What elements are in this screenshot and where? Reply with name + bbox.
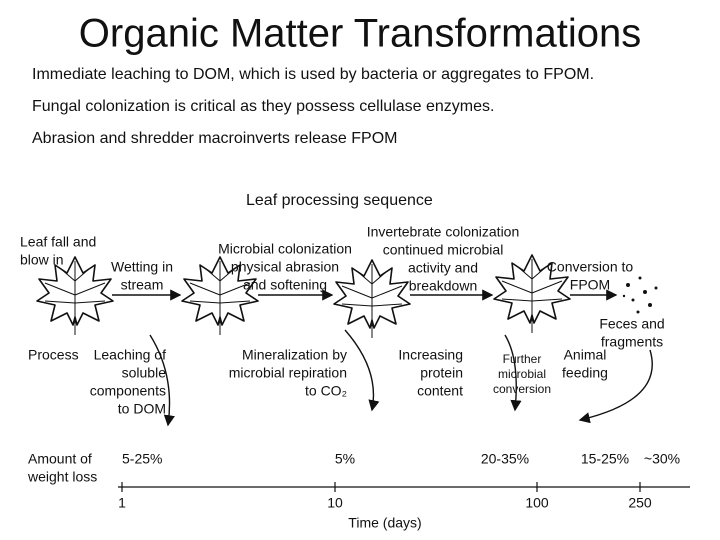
stage-label: Microbial colonization xyxy=(218,241,352,257)
fpom-particles xyxy=(622,276,658,314)
bullet-text: Abrasion and shredder macroinverts relea… xyxy=(32,130,398,147)
loss-value: ~30% xyxy=(644,451,680,467)
stage-label: and softening xyxy=(243,277,327,293)
process-text: to CO₂ xyxy=(305,383,347,399)
stage-label: Conversion to xyxy=(547,259,634,275)
process-text: microbial xyxy=(498,367,546,381)
stage-label: FPOM xyxy=(570,277,610,293)
stage-label: Feces and xyxy=(599,316,664,332)
axis-label: Time (days) xyxy=(348,515,421,531)
stage-label: activity and xyxy=(408,260,478,276)
tick-label: 10 xyxy=(327,495,343,511)
stage-label: physical abrasion xyxy=(231,259,339,275)
process-text: Leaching of xyxy=(94,347,167,363)
process-text: microbial repiration xyxy=(229,365,347,381)
leaf-icon xyxy=(36,256,114,336)
process-arrows xyxy=(149,329,653,427)
slide-title: Organic Matter Transformations xyxy=(79,12,641,56)
process-text: feeding xyxy=(562,365,608,381)
process-text: Animal xyxy=(564,347,607,363)
process-text: soluble xyxy=(122,365,167,381)
process-text: protein xyxy=(420,365,463,381)
process-text: Further xyxy=(503,352,542,366)
process-text: Mineralization by xyxy=(242,347,347,363)
leaf-icon xyxy=(333,259,411,339)
loss-label: weight loss xyxy=(27,469,97,485)
stage-label: Invertebrate colonization xyxy=(367,224,520,240)
loss-value: 5% xyxy=(335,451,355,467)
loss-value: 20-35% xyxy=(481,451,529,467)
process-text: content xyxy=(417,383,463,399)
stage-label: fragments xyxy=(601,334,663,350)
process-text: Increasing xyxy=(398,347,463,363)
stage-label: Leaf fall and xyxy=(20,234,96,250)
process-label: Process xyxy=(28,347,79,363)
bullet-text: Immediate leaching to DOM, which is used… xyxy=(32,66,594,83)
stage-label: stream xyxy=(121,277,164,293)
diagram-title: Leaf processing sequence xyxy=(246,192,433,209)
bullet-text: Fungal colonization is critical as they … xyxy=(32,98,494,115)
timeline xyxy=(118,482,690,492)
process-text: components xyxy=(90,383,166,399)
stage-label: breakdown xyxy=(409,278,478,294)
process-text: conversion xyxy=(493,382,551,396)
tick-label: 1 xyxy=(118,495,126,511)
loss-value: 5-25% xyxy=(122,451,162,467)
loss-value: 15-25% xyxy=(581,451,629,467)
process-text: to DOM xyxy=(118,401,166,417)
stage-label: continued microbial xyxy=(383,242,504,258)
stage-label: Wetting in xyxy=(111,259,173,275)
loss-label: Amount of xyxy=(28,451,92,467)
tick-label: 250 xyxy=(628,495,652,511)
tick-label: 100 xyxy=(525,495,549,511)
stage-label: blow in xyxy=(20,252,64,268)
